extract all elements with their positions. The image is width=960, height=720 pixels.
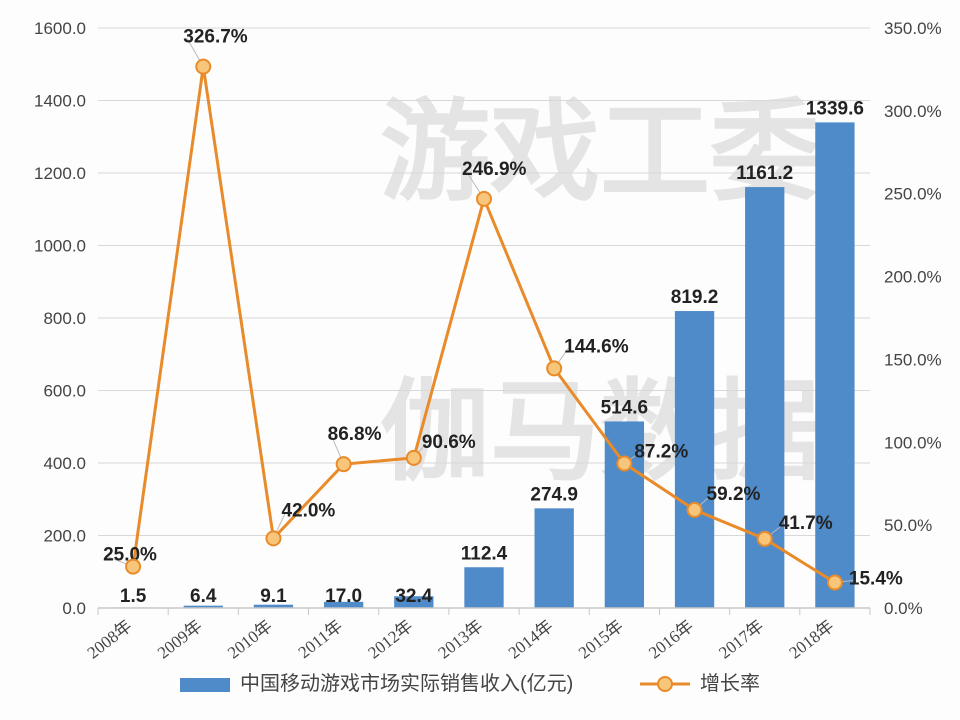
growth-marker — [196, 60, 210, 74]
y-right-tick: 0.0% — [884, 599, 923, 618]
growth-marker — [337, 457, 351, 471]
bar — [815, 122, 854, 608]
growth-label: 86.8% — [328, 424, 382, 445]
y-left-tick: 1000.0 — [34, 237, 86, 256]
y-left-tick: 0.0 — [62, 599, 86, 618]
y-right-tick: 300.0% — [884, 102, 942, 121]
y-left-tick: 1400.0 — [34, 92, 86, 111]
bar-label: 17.0 — [325, 586, 362, 607]
chart-svg: 游戏工委伽马数据0.0200.0400.0600.0800.01000.0120… — [0, 0, 960, 720]
growth-label: 246.9% — [462, 159, 527, 180]
bar-label: 514.6 — [601, 397, 649, 418]
bar-label: 1161.2 — [736, 163, 793, 184]
growth-label: 144.6% — [564, 336, 629, 357]
y-right-tick: 200.0% — [884, 268, 942, 287]
y-right-tick: 50.0% — [884, 516, 932, 535]
bar-label: 112.4 — [461, 543, 508, 564]
bar-label: 32.4 — [395, 586, 432, 607]
growth-marker — [758, 532, 772, 546]
growth-label: 42.0% — [281, 500, 335, 521]
growth-label: 326.7% — [183, 27, 248, 48]
growth-label: 15.4% — [849, 568, 903, 589]
growth-label: 41.7% — [779, 513, 833, 534]
y-right-tick: 150.0% — [884, 350, 942, 369]
y-right-tick: 100.0% — [884, 433, 942, 452]
growth-label: 87.2% — [634, 441, 688, 462]
y-left-tick: 1600.0 — [34, 19, 86, 38]
growth-marker — [617, 456, 631, 470]
y-left-tick: 800.0 — [43, 309, 86, 328]
bar-label: 9.1 — [260, 586, 287, 607]
growth-marker — [828, 575, 842, 589]
chart-container: 游戏工委伽马数据0.0200.0400.0600.0800.01000.0120… — [0, 0, 960, 720]
growth-marker — [688, 503, 702, 517]
growth-marker — [547, 361, 561, 375]
bar-label: 1.5 — [120, 586, 147, 607]
growth-label: 90.6% — [422, 432, 476, 453]
bar — [535, 508, 574, 608]
growth-label: 59.2% — [707, 484, 761, 505]
legend-bars-label: 中国移动游戏市场实际销售收入(亿元) — [240, 672, 573, 695]
growth-marker — [126, 560, 140, 574]
y-right-tick: 250.0% — [884, 185, 942, 204]
growth-marker — [477, 192, 491, 206]
y-left-tick: 1200.0 — [34, 164, 86, 183]
bar-label: 1339.6 — [806, 98, 864, 119]
bar-label: 819.2 — [671, 287, 719, 308]
bar — [464, 567, 503, 608]
growth-marker — [407, 451, 421, 465]
growth-marker — [266, 531, 280, 545]
y-left-tick: 400.0 — [43, 454, 86, 473]
legend-line-label: 增长率 — [700, 672, 760, 695]
y-left-tick: 200.0 — [43, 527, 86, 546]
bar-label: 274.9 — [530, 484, 578, 505]
bar-label: 6.4 — [190, 586, 217, 607]
y-right-tick: 350.0% — [884, 19, 942, 38]
y-left-tick: 600.0 — [43, 382, 86, 401]
